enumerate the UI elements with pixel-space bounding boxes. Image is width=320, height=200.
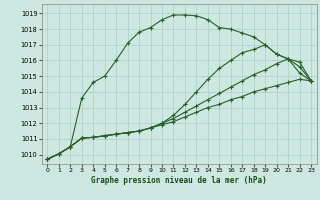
X-axis label: Graphe pression niveau de la mer (hPa): Graphe pression niveau de la mer (hPa) <box>91 176 267 185</box>
